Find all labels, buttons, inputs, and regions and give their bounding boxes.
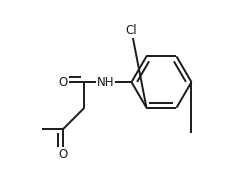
Text: O: O <box>58 76 68 88</box>
Text: O: O <box>58 148 68 161</box>
Text: Cl: Cl <box>126 24 137 37</box>
Text: NH: NH <box>97 76 115 88</box>
